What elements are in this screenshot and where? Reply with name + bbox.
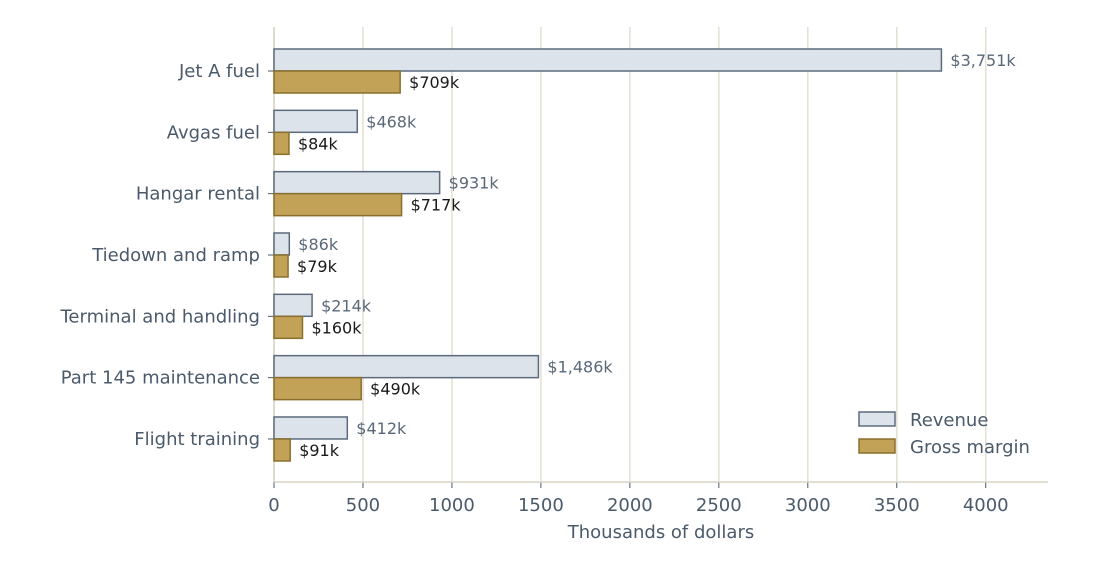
bar-revenue-jet-a-fuel — [273, 48, 943, 72]
data-label-gross-margin-part-145-maintenance: $490k — [370, 380, 421, 399]
bar-revenue-part-145-maintenance — [273, 354, 540, 379]
data-label-revenue-tiedown-and-ramp: $86k — [298, 235, 339, 254]
data-labels: $3,751k $709k $468k $84k $931k $717k $86k $79k $… — [297, 51, 1016, 460]
bar-gross-margin-hangar-rental — [273, 192, 403, 217]
x-tick-label: 2000 — [607, 495, 653, 516]
bar-gross-margin-terminal-and-handling — [273, 315, 304, 340]
category-label-tiedown-and-ramp: Tiedown and ramp — [91, 245, 260, 266]
category-label-hangar-rental: Hangar rental — [136, 184, 260, 205]
category-label-terminal-and-handling: Terminal and handling — [60, 306, 261, 327]
category-label-part-145-maintenance: Part 145 maintenance — [61, 368, 260, 389]
bar-revenue-hangar-rental — [273, 170, 441, 195]
category-label-jet-a-fuel: Jet A fuel — [178, 61, 260, 82]
data-label-revenue-terminal-and-handling: $214k — [321, 296, 372, 315]
x-tick-label: 500 — [346, 495, 380, 516]
category-label-flight-training: Flight training — [134, 429, 260, 450]
data-label-revenue-jet-a-fuel: $3,751k — [950, 51, 1016, 70]
data-label-gross-margin-terminal-and-handling: $160k — [311, 318, 362, 337]
x-tick-label: 1000 — [429, 495, 475, 516]
grid-lines — [273, 27, 987, 482]
category-label-avgas-fuel: Avgas fuel — [167, 122, 260, 143]
legend-swatch-gross-margin — [858, 438, 896, 454]
legend-label-gross-margin: Gross margin — [910, 437, 1030, 458]
bar-gross-margin-avgas-fuel — [273, 131, 290, 156]
data-label-revenue-hangar-rental: $931k — [449, 174, 500, 193]
bar-revenue-terminal-and-handling — [273, 293, 313, 318]
legend-swatch-revenue — [858, 411, 896, 427]
bar-revenue-tiedown-and-ramp — [273, 232, 291, 256]
x-tick-label: 0 — [268, 495, 279, 516]
bar-gross-margin-part-145-maintenance — [273, 376, 362, 401]
data-label-gross-margin-avgas-fuel: $84k — [298, 134, 339, 153]
x-tick-label: 2500 — [696, 495, 742, 516]
bar-revenue-avgas-fuel — [273, 109, 359, 134]
data-label-gross-margin-tiedown-and-ramp: $79k — [297, 257, 338, 276]
x-axis-title: Thousands of dollars — [567, 522, 755, 543]
axes: 0 500 1000 1500 2000 2500 3000 3500 4000 Jet A fu… — [60, 27, 1048, 516]
legend: Revenue Gross margin — [858, 410, 1030, 458]
legend-label-revenue: Revenue — [910, 410, 988, 431]
data-label-gross-margin-flight-training: $91k — [299, 441, 340, 460]
data-label-gross-margin-hangar-rental: $717k — [411, 196, 462, 215]
bar-gross-margin-flight-training — [273, 438, 291, 462]
x-tick-label: 1500 — [518, 495, 564, 516]
data-label-revenue-flight-training: $412k — [356, 419, 407, 438]
x-tick-label: 3000 — [785, 495, 831, 516]
bars — [273, 48, 943, 462]
data-label-revenue-part-145-maintenance: $1,486k — [547, 358, 613, 377]
bar-gross-margin-jet-a-fuel — [273, 70, 401, 94]
data-label-gross-margin-jet-a-fuel: $709k — [409, 73, 460, 92]
data-label-revenue-avgas-fuel: $468k — [366, 112, 417, 131]
bar-gross-margin-tiedown-and-ramp — [273, 254, 289, 278]
x-tick-label: 4000 — [963, 495, 1009, 516]
bar-revenue-flight-training — [273, 416, 349, 440]
x-tick-label: 3500 — [874, 495, 920, 516]
